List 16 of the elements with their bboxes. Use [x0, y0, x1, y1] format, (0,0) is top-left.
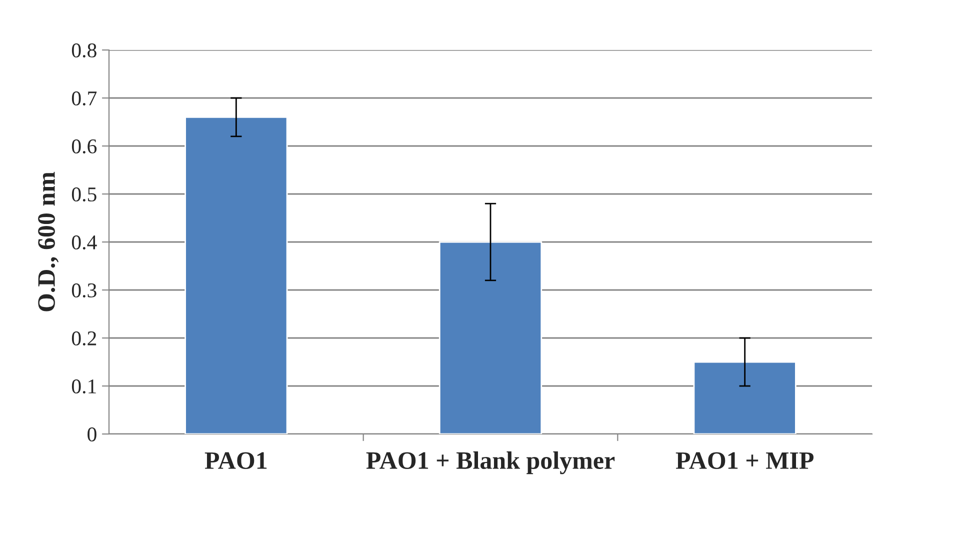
bar [693, 361, 796, 434]
x-tick-label: PAO1 + Blank polymer [366, 451, 615, 474]
x-tick-label: PAO1 [204, 452, 267, 470]
y-tick-label: 0.7 [72, 91, 97, 106]
y-tick-label: 0.1 [72, 379, 96, 394]
y-tick-label: 0.5 [72, 187, 96, 202]
bar [184, 116, 288, 434]
y-tick-label: 0.6 [72, 139, 97, 154]
y-tick-label: 0 [88, 427, 96, 442]
y-tick-label: 0.8 [72, 43, 96, 58]
bar [438, 241, 542, 434]
y-tick-label: 0.4 [72, 235, 97, 250]
x-tick-label: PAO1 + MIP [676, 452, 814, 470]
y-tick-label: 0.2 [72, 331, 96, 346]
y-tick-label: 0.3 [72, 283, 96, 298]
y-axis-title: O.D., 600 nm [38, 172, 59, 312]
